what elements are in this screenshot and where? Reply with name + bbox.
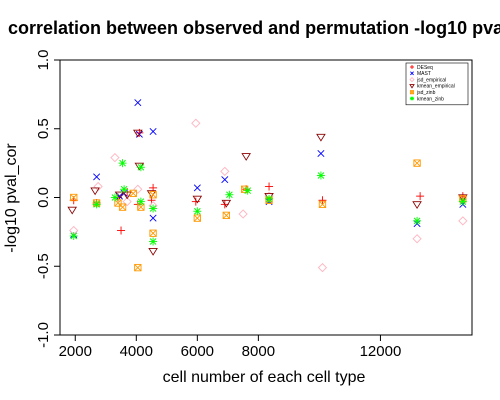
data-point <box>110 152 120 163</box>
data-point <box>149 214 157 222</box>
data-point <box>416 192 425 201</box>
data-point <box>69 232 78 240</box>
data-point <box>148 248 158 256</box>
legend-item: kmean_empirical <box>409 84 455 90</box>
y-tick-label: 0.0 <box>35 187 52 208</box>
data-point <box>222 211 230 220</box>
data-point <box>317 262 328 273</box>
data-point <box>458 194 468 203</box>
series-kmean_zinb <box>69 159 467 246</box>
data-point <box>221 199 232 208</box>
data-point <box>136 197 145 206</box>
legend-item: kmean_zinb <box>410 96 444 102</box>
data-point <box>413 216 422 225</box>
data-point <box>133 129 143 138</box>
series-DESeq <box>69 128 467 235</box>
series-MAST <box>70 99 467 239</box>
x-axis: 2000 4000 6000 8000 12000 <box>59 335 402 360</box>
data-point <box>412 234 422 244</box>
data-point <box>133 184 143 194</box>
legend-label: kmean_empirical <box>417 84 455 90</box>
legend: DESeqMASTjsd_empiricalkmean_empiricaljsd… <box>405 62 469 106</box>
data-point <box>191 197 200 206</box>
data-point <box>316 133 326 142</box>
data-point <box>192 195 203 204</box>
data-point <box>220 166 230 177</box>
legend-label: jsd_empirical <box>416 77 446 83</box>
data-point <box>92 200 101 209</box>
y-axis: -1.0 -0.5 0.0 0.5 1.0 <box>35 50 60 348</box>
data-point <box>458 197 467 206</box>
data-point <box>316 171 325 180</box>
data-point <box>118 159 127 168</box>
data-point <box>317 149 325 158</box>
data-point <box>134 99 142 107</box>
legend-item: jsd_zinb <box>409 90 436 96</box>
series-jsd_zinb <box>70 159 467 272</box>
legend-box <box>405 62 469 106</box>
data-point <box>149 237 158 246</box>
y-tick-label: 1.0 <box>35 50 52 71</box>
data-point <box>149 204 158 213</box>
y-tick-label: -1.0 <box>35 322 52 348</box>
data-point <box>70 193 78 202</box>
data-point <box>93 173 101 181</box>
data-point <box>225 190 234 199</box>
data-point <box>221 176 229 184</box>
x-tick-label: 8000 <box>242 343 275 360</box>
data-point <box>67 206 78 215</box>
legend-label: MAST <box>417 71 431 77</box>
data-point <box>193 207 202 216</box>
data-point <box>90 187 100 196</box>
data-point <box>129 189 137 198</box>
data-point <box>191 118 201 128</box>
data-point <box>120 185 129 194</box>
legend-item: DESeq <box>410 65 433 71</box>
y-tick-label: 0.5 <box>35 118 52 139</box>
data-point <box>238 209 248 219</box>
data-point <box>412 201 422 210</box>
data-point <box>458 216 468 226</box>
data-point <box>265 182 274 191</box>
data-point <box>243 186 252 195</box>
x-tick-label: 2000 <box>59 343 92 360</box>
data-point <box>318 196 327 205</box>
legend-label: DESeq <box>417 65 433 71</box>
legend-label: jsd_zinb <box>416 90 436 96</box>
data-point <box>149 191 157 199</box>
x-tick-label: 12000 <box>360 343 402 360</box>
data-point <box>115 192 124 200</box>
x-tick-label: 4000 <box>120 343 153 360</box>
chart-title: correlation between observed and permuta… <box>8 18 500 38</box>
data-point <box>193 184 201 192</box>
legend-item: jsd_empirical <box>409 76 446 83</box>
data-point <box>241 153 251 161</box>
data-point <box>193 214 201 222</box>
data-point <box>93 181 103 192</box>
x-axis-label: cell number of each cell type <box>163 369 366 386</box>
data-point <box>265 194 274 203</box>
data-point <box>134 263 142 272</box>
data-point <box>413 159 421 167</box>
data-points <box>67 99 468 273</box>
data-point <box>318 200 327 209</box>
legend-label: kmean_zinb <box>417 96 444 102</box>
data-point <box>149 229 157 237</box>
data-point <box>136 163 145 172</box>
x-tick-label: 6000 <box>181 343 214 360</box>
legend-item: MAST <box>410 71 431 77</box>
data-point <box>149 127 157 136</box>
data-point <box>117 226 126 235</box>
data-point <box>110 193 119 202</box>
data-point <box>122 196 132 207</box>
y-axis-label: -log10 pval_cor <box>3 143 20 253</box>
y-tick-label: -0.5 <box>35 253 52 279</box>
series-kmean_empirical <box>67 129 468 256</box>
data-point <box>118 203 127 211</box>
